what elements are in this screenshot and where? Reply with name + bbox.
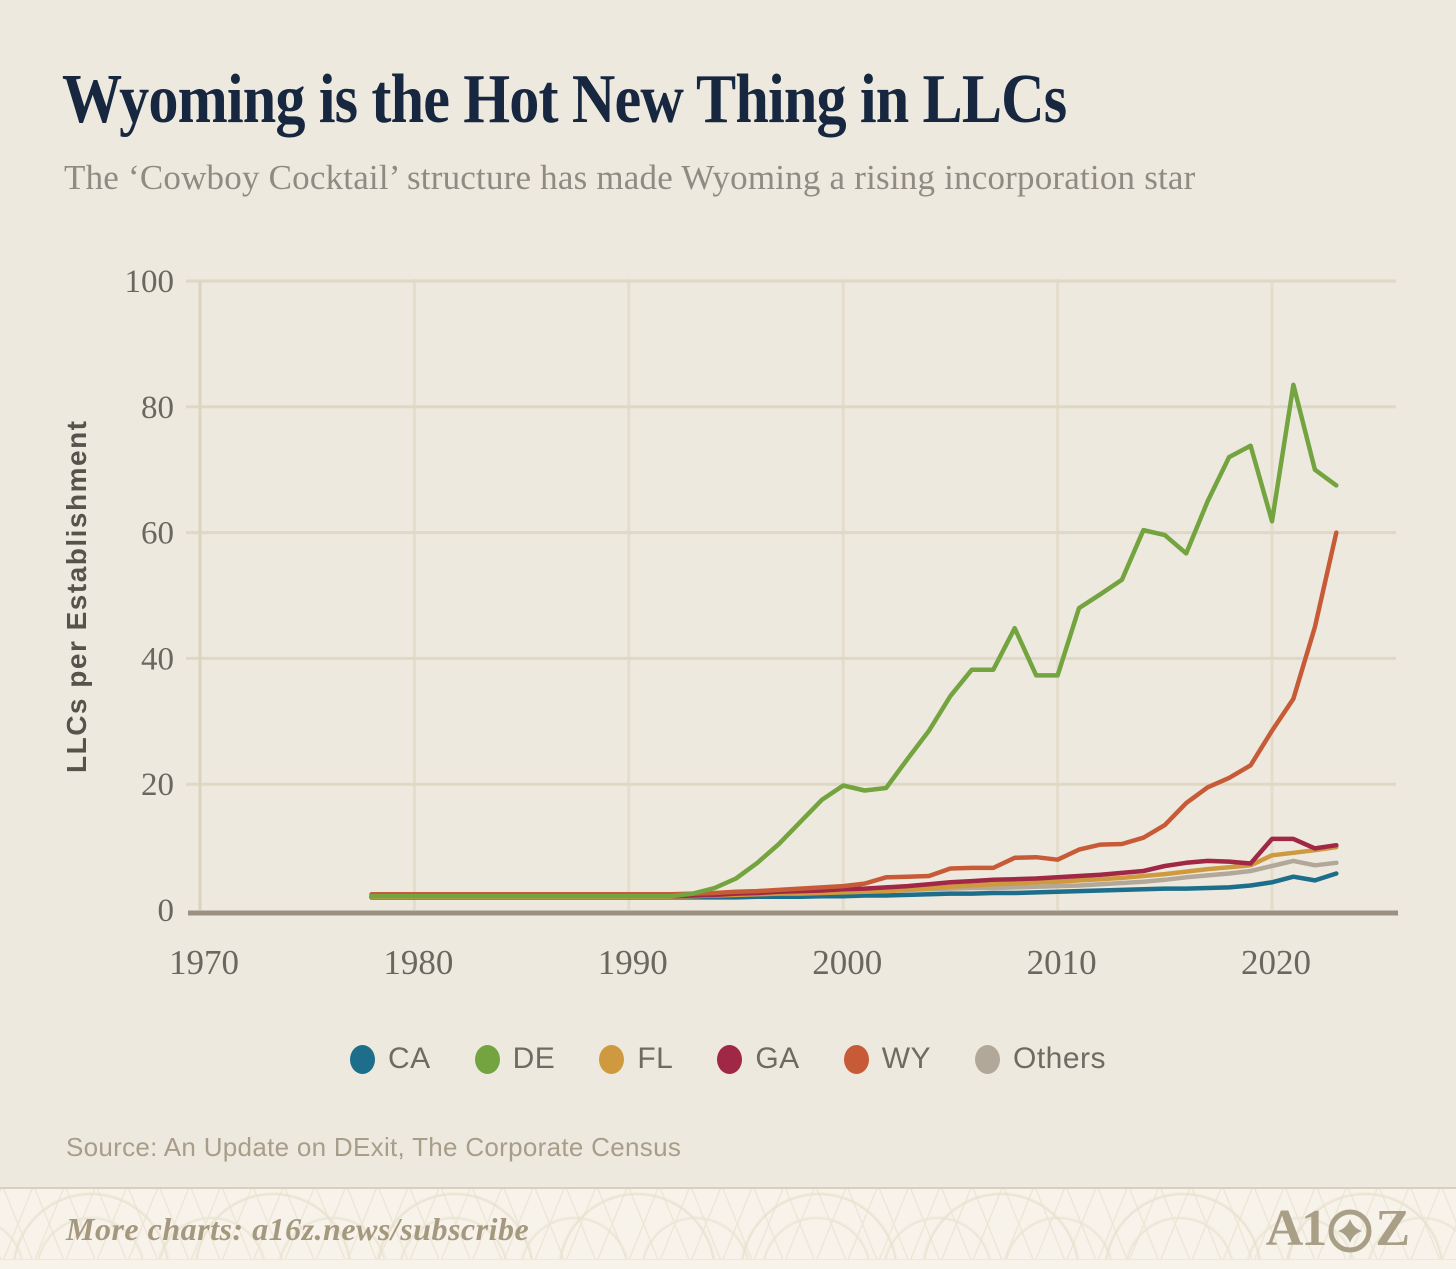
- y-tick-label: 40: [141, 641, 174, 677]
- legend-swatch: [599, 1044, 625, 1074]
- legend-swatch: [474, 1044, 500, 1074]
- logo-text-left: A1: [1265, 1200, 1328, 1257]
- x-tick-label: 1990: [598, 943, 668, 982]
- legend-label: Others: [1013, 1042, 1107, 1075]
- legend: CA DE FL GA WY Others: [0, 1034, 1456, 1084]
- legend-item-fl: FL: [599, 1042, 673, 1076]
- legend-label: FL: [637, 1042, 674, 1075]
- legend-item-wy: WY: [843, 1042, 932, 1076]
- legend-swatch: [349, 1044, 375, 1074]
- x-tick-label: 2020: [1241, 943, 1311, 982]
- y-tick-label: 60: [141, 516, 174, 552]
- legend-item-others: Others: [975, 1042, 1106, 1076]
- y-tick-label: 20: [141, 767, 174, 803]
- source-note: Source: An Update on DExit, The Corporat…: [66, 1132, 682, 1162]
- compass-six-icon: [1328, 1209, 1372, 1253]
- x-tick-label: 2010: [1027, 943, 1097, 982]
- footer-band: More charts: a16z.news/subscribe A1 Z: [0, 1187, 1456, 1269]
- logo-text-right: Z: [1375, 1200, 1410, 1257]
- y-tick-label: 0: [158, 893, 175, 929]
- legend-label: WY: [881, 1042, 932, 1075]
- legend-label: GA: [755, 1042, 800, 1075]
- subscribe-link[interactable]: More charts: a16z.news/subscribe: [66, 1210, 530, 1247]
- page-subtitle: The ‘Cowboy Cocktail’ structure has made…: [64, 158, 1196, 197]
- legend-label: CA: [387, 1042, 431, 1075]
- legend-item-de: DE: [474, 1042, 556, 1076]
- legend-item-ga: GA: [717, 1042, 799, 1076]
- legend-swatch: [717, 1044, 743, 1074]
- y-tick-label: 100: [125, 264, 175, 300]
- x-tick-label: 1970: [169, 943, 239, 982]
- legend-swatch: [843, 1044, 869, 1074]
- x-tick-label: 1980: [383, 943, 453, 982]
- legend-item-ca: CA: [349, 1042, 431, 1076]
- page-title: Wyoming is the Hot New Thing in LLCs: [62, 61, 1067, 138]
- series-line-WY: [369, 530, 1339, 897]
- series-line-DE: [369, 382, 1339, 899]
- legend-label: DE: [512, 1042, 556, 1075]
- a16z-logo: A1 Z: [1265, 1200, 1410, 1257]
- y-tick-label: 80: [141, 390, 174, 426]
- legend-swatch: [975, 1044, 1001, 1074]
- x-tick-label: 2000: [812, 943, 882, 982]
